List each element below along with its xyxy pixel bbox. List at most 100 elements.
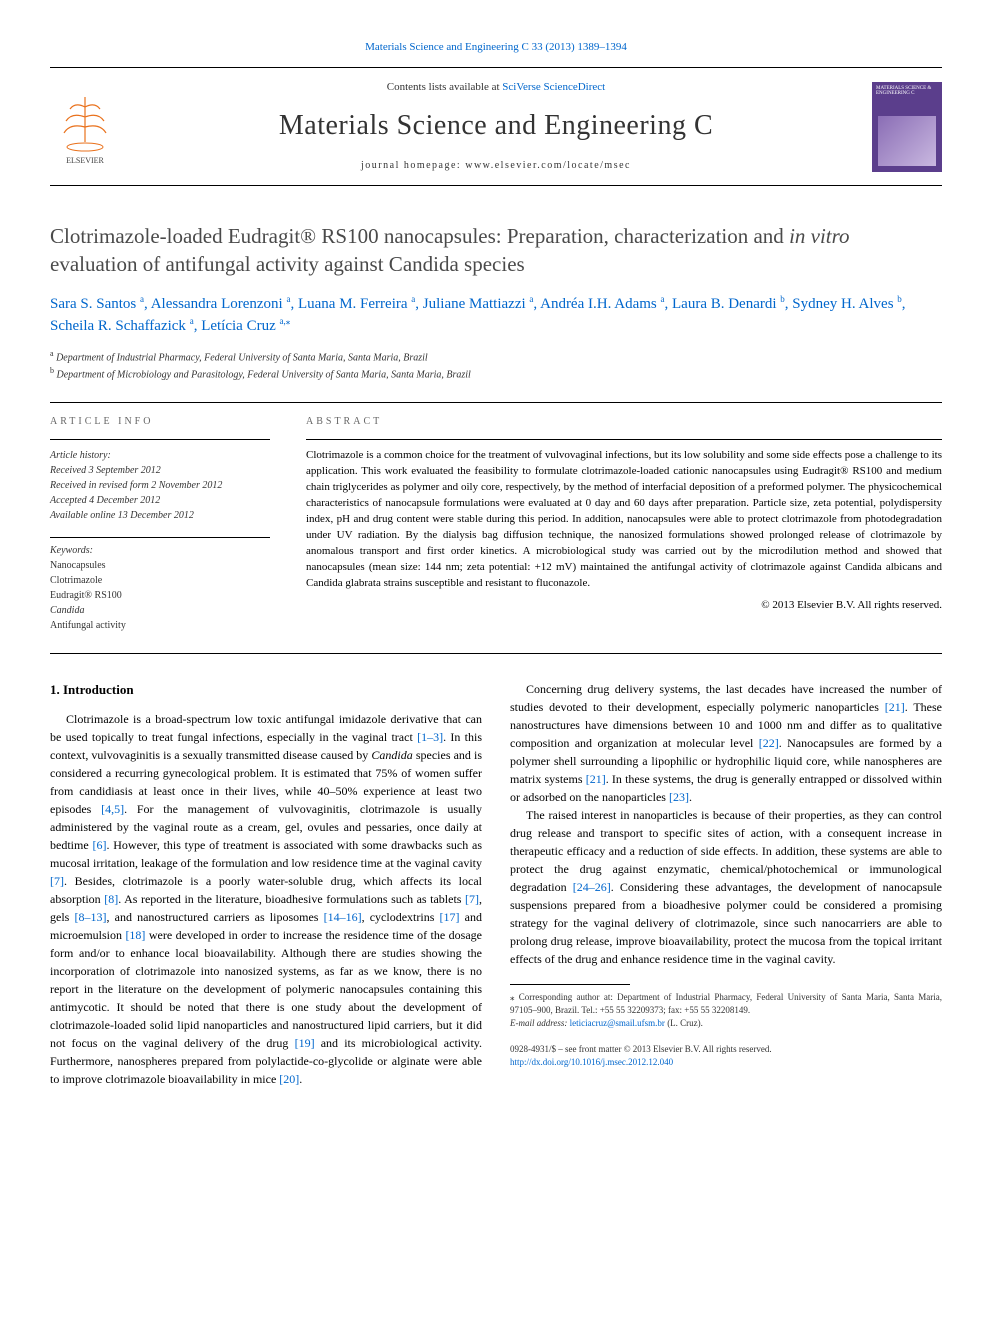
author-aff: a <box>286 294 290 304</box>
elsevier-logo: ELSEVIER <box>50 87 120 167</box>
journal-title: Materials Science and Engineering C <box>140 106 852 145</box>
abstract-text: Clotrimazole is a common choice for the … <box>306 448 942 591</box>
history-label: Article history: <box>50 448 270 463</box>
italic-text: Candida <box>371 748 412 762</box>
author: Luana M. Ferreira a <box>298 296 415 312</box>
keywords-list: Nanocapsules Clotrimazole Eudragit® RS10… <box>50 558 270 633</box>
footnote-symbol: ⁎ <box>510 992 515 1002</box>
keyword: Candida <box>50 603 270 618</box>
citation-link[interactable]: [8–13] <box>74 910 106 924</box>
author-name: Laura B. Denardi <box>672 296 777 312</box>
author-aff: b <box>780 294 785 304</box>
footnote-separator <box>510 984 630 985</box>
intro-heading: 1. Introduction <box>50 680 482 700</box>
citation-link[interactable]: [18] <box>125 928 145 942</box>
author: Alessandra Lorenzoni a <box>151 296 291 312</box>
body-two-column: 1. Introduction Clotrimazole is a broad-… <box>50 680 942 1088</box>
separator <box>306 439 942 440</box>
svg-text:ELSEVIER: ELSEVIER <box>66 156 104 165</box>
affiliation-key: a <box>50 349 54 358</box>
citation-link[interactable]: [6] <box>92 838 106 852</box>
corresponding-author-link[interactable]: ⁎ <box>286 316 291 326</box>
top-citation-link[interactable]: Materials Science and Engineering C 33 (… <box>365 41 627 53</box>
author-name: Sara S. Santos <box>50 296 136 312</box>
citation-link[interactable]: [23] <box>669 790 689 804</box>
contents-prefix: Contents lists available at <box>387 81 502 93</box>
affiliation-text: Department of Industrial Pharmacy, Feder… <box>56 352 428 363</box>
author-name: Andréa I.H. Adams <box>540 296 657 312</box>
text: . However, this type of treatment is ass… <box>50 838 482 870</box>
title-reg: ® <box>300 224 316 248</box>
corresponding-footnote: ⁎ Corresponding author at: Department of… <box>510 991 942 1016</box>
keywords-label: Keywords: <box>50 544 270 558</box>
email-link[interactable]: leticiacruz@smail.ufsm.br <box>570 1018 665 1028</box>
citation-link[interactable]: [17] <box>440 910 460 924</box>
masthead: ELSEVIER Contents lists available at Sci… <box>50 67 942 186</box>
author: Juliane Mattiazzi a <box>423 296 534 312</box>
separator <box>50 537 270 538</box>
email-footnote: E-mail address: leticiacruz@smail.ufsm.b… <box>510 1017 942 1030</box>
author-list: Sara S. Santos a, Alessandra Lorenzoni a… <box>50 293 942 338</box>
citation-link[interactable]: [1–3] <box>417 730 443 744</box>
author-name: Letícia Cruz <box>201 318 276 334</box>
citation-link[interactable]: [21] <box>586 772 606 786</box>
author: Sydney H. Alves b <box>792 296 902 312</box>
history-item: Accepted 4 December 2012 <box>50 493 270 508</box>
title-mid: RS100 nanocapsules: Preparation, charact… <box>316 224 789 248</box>
citation-link[interactable]: [14–16] <box>324 910 362 924</box>
separator <box>50 653 942 654</box>
history-item: Received 3 September 2012 <box>50 463 270 478</box>
citation-link[interactable]: [8] <box>104 892 118 906</box>
issn-copyright-line: 0928-4931/$ – see front matter © 2013 El… <box>510 1043 942 1056</box>
author: Scheila R. Schaffazick a <box>50 318 194 334</box>
author-name: Juliane Mattiazzi <box>423 296 526 312</box>
history-item: Available online 13 December 2012 <box>50 508 270 523</box>
author-aff: a <box>140 294 144 304</box>
citation-link[interactable]: [22] <box>759 736 779 750</box>
author-name: Sydney H. Alves <box>792 296 893 312</box>
author: Sara S. Santos a <box>50 296 144 312</box>
article-info-column: ARTICLE INFO Article history: Received 3… <box>50 415 270 633</box>
affiliation: a Department of Industrial Pharmacy, Fed… <box>50 348 942 365</box>
doi-link[interactable]: http://dx.doi.org/10.1016/j.msec.2012.12… <box>510 1057 673 1067</box>
title-italic: in vitro <box>789 224 849 248</box>
footnote-block: ⁎ Corresponding author at: Department of… <box>510 984 942 1068</box>
text: , and nanostructured carriers as liposom… <box>106 910 323 924</box>
abstract-column: ABSTRACT Clotrimazole is a common choice… <box>306 415 942 633</box>
citation-link[interactable]: [7] <box>465 892 479 906</box>
bottom-metadata: 0928-4931/$ – see front matter © 2013 El… <box>510 1043 942 1068</box>
paper-title: Clotrimazole-loaded Eudragit® RS100 nano… <box>50 222 942 279</box>
contents-available-line: Contents lists available at SciVerse Sci… <box>140 80 852 95</box>
keyword: Antifungal activity <box>50 618 270 633</box>
author: Andréa I.H. Adams a <box>540 296 664 312</box>
citation-link[interactable]: [24–26] <box>573 880 611 894</box>
text: . <box>299 1072 302 1086</box>
author-aff: b <box>897 294 902 304</box>
top-citation: Materials Science and Engineering C 33 (… <box>50 40 942 55</box>
abstract-copyright: © 2013 Elsevier B.V. All rights reserved… <box>306 598 942 613</box>
sciencedirect-link[interactable]: SciVerse ScienceDirect <box>502 81 605 93</box>
journal-cover-text: MATERIALS SCIENCE & ENGINEERING C <box>876 86 938 97</box>
journal-homepage-line: journal homepage: www.elsevier.com/locat… <box>140 159 852 173</box>
intro-paragraph: The raised interest in nanoparticles is … <box>510 806 942 968</box>
citation-link[interactable]: [20] <box>279 1072 299 1086</box>
text: Concerning drug delivery systems, the la… <box>510 682 942 714</box>
keyword: Nanocapsules <box>50 558 270 573</box>
homepage-url: www.elsevier.com/locate/msec <box>465 160 631 171</box>
author-name: Scheila R. Schaffazick <box>50 318 186 334</box>
affiliations: a Department of Industrial Pharmacy, Fed… <box>50 348 942 383</box>
text: . <box>689 790 692 804</box>
citation-link[interactable]: [19] <box>295 1036 315 1050</box>
article-history: Article history: Received 3 September 20… <box>50 448 270 523</box>
citation-link[interactable]: [7] <box>50 874 64 888</box>
citation-link[interactable]: [4,5] <box>101 802 124 816</box>
author: Laura B. Denardi b <box>672 296 785 312</box>
separator <box>50 402 942 403</box>
homepage-label: journal homepage: <box>361 160 465 171</box>
author-name: Luana M. Ferreira <box>298 296 408 312</box>
citation-link[interactable]: [21] <box>885 700 905 714</box>
affiliation-text: Department of Microbiology and Parasitol… <box>57 369 471 380</box>
footnote-text: Corresponding author at: Department of I… <box>510 992 942 1015</box>
intro-paragraph: Concerning drug delivery systems, the la… <box>510 680 942 806</box>
keyword: Eudragit® RS100 <box>50 588 270 603</box>
